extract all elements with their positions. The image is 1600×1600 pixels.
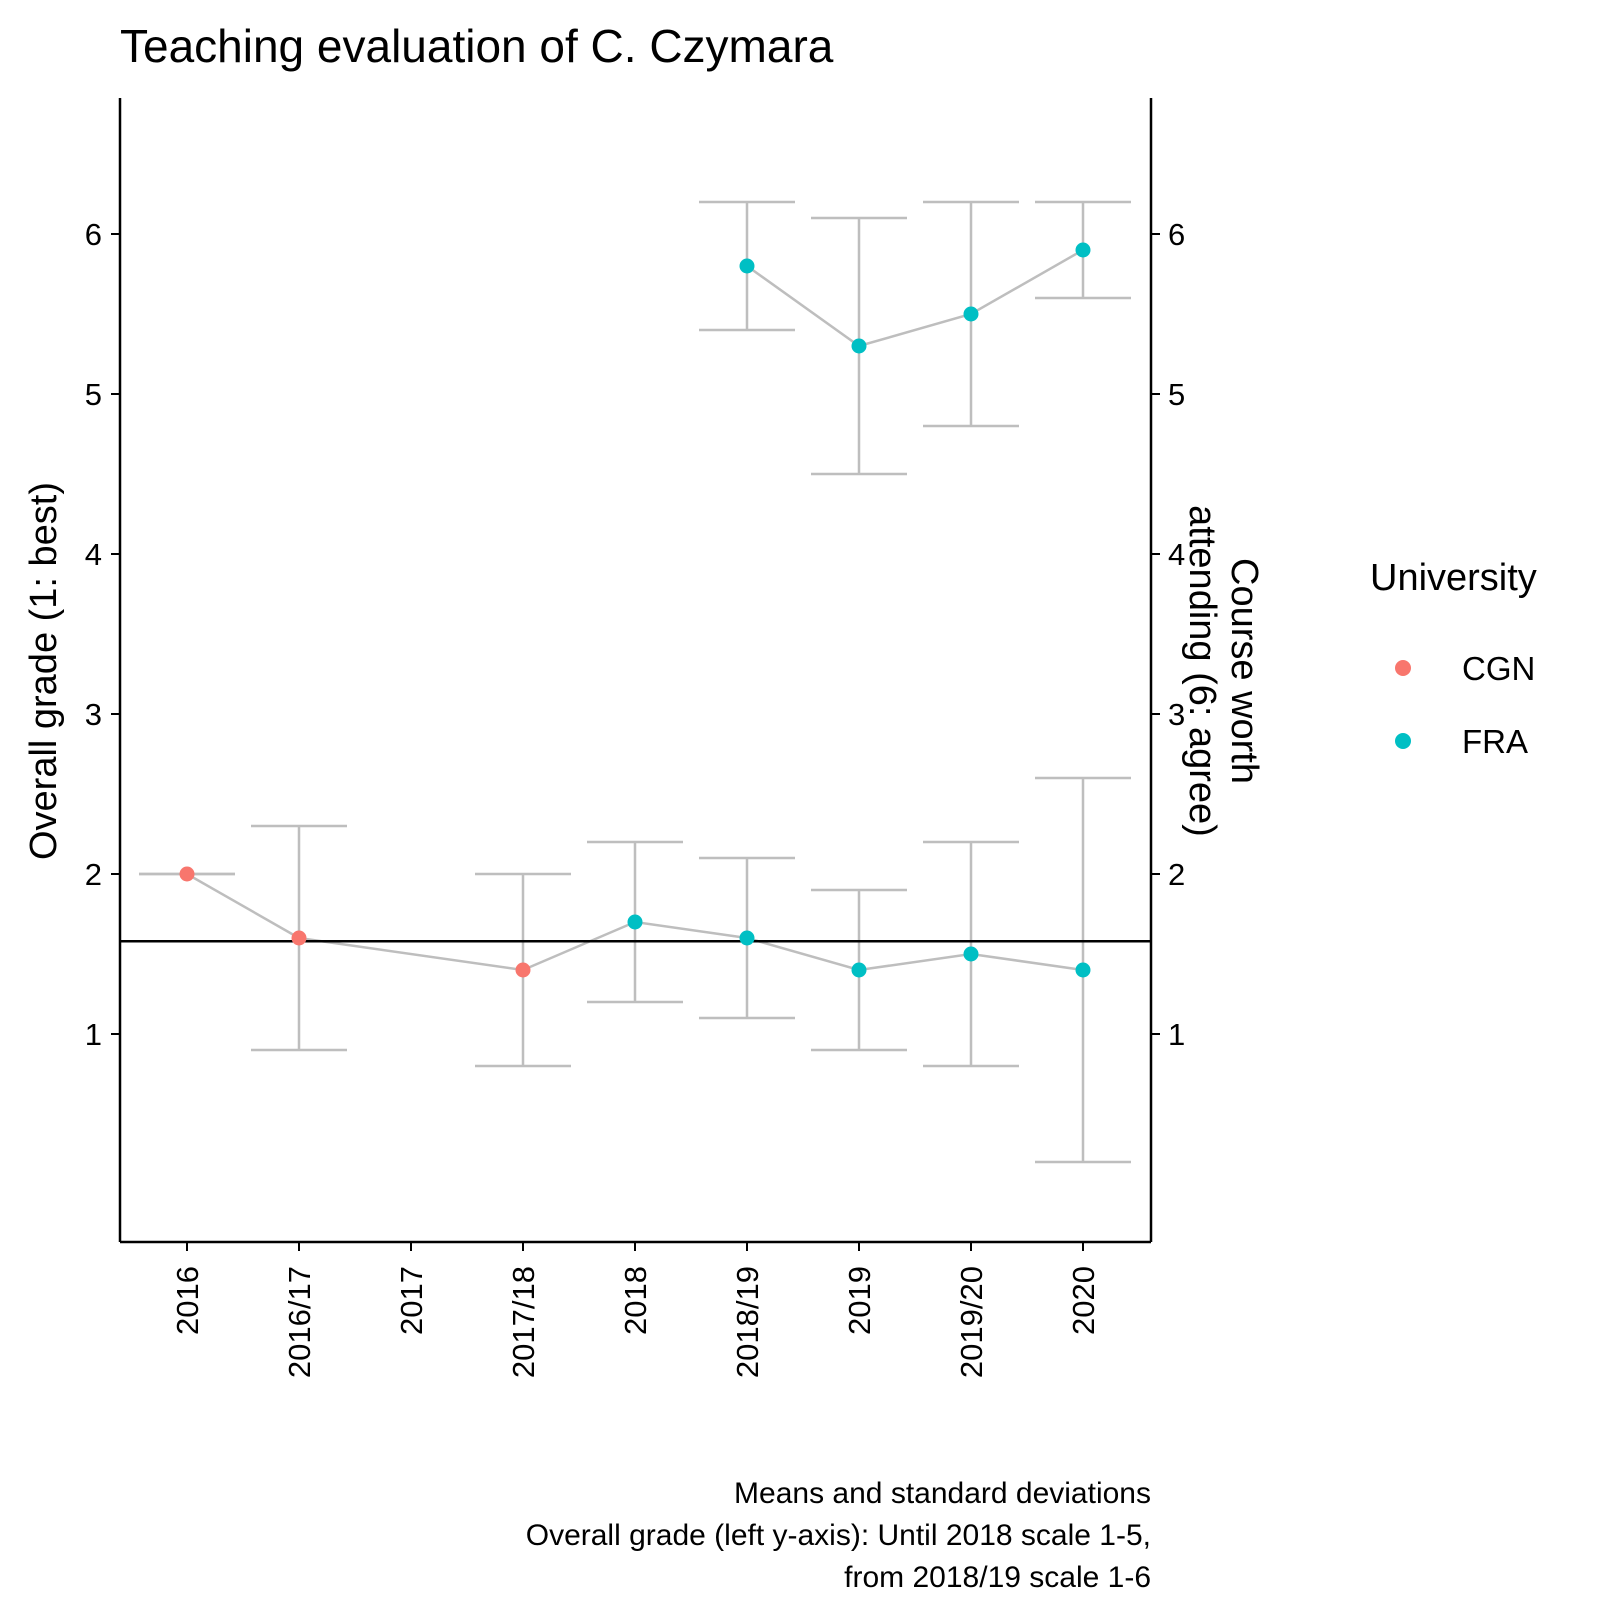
right-y-tick-label: 3 xyxy=(1168,697,1185,732)
data-point-overall_grade xyxy=(851,962,867,978)
data-point-course_worth_attending xyxy=(1075,242,1091,258)
left-y-tick-label: 6 xyxy=(85,217,102,252)
right-y-tick-label: 4 xyxy=(1168,537,1185,572)
legend-title: University xyxy=(1370,557,1537,599)
x-tick-label: 2018 xyxy=(618,1266,653,1335)
caption-line-3: from 2018/19 scale 1-6 xyxy=(844,1561,1151,1594)
chart-title: Teaching evaluation of C. Czymara xyxy=(120,20,834,72)
right-y-tick-label: 1 xyxy=(1168,1017,1185,1052)
data-point-course_worth_attending xyxy=(739,258,755,274)
right-y-tick-label: 5 xyxy=(1168,377,1185,412)
legend-label-cgn: CGN xyxy=(1462,650,1535,687)
left-y-tick-label: 1 xyxy=(85,1017,102,1052)
right-y-axis-label: Course worth attending (6: agree) xyxy=(1181,505,1265,837)
right-y-axis-label-line-1: Course worth xyxy=(1223,558,1265,784)
left-y-tick-label: 4 xyxy=(85,537,102,572)
caption-line-1: Means and standard deviations xyxy=(734,1477,1151,1510)
data-point-course_worth_attending xyxy=(963,306,979,322)
x-tick-label: 2017 xyxy=(394,1266,429,1335)
data-point-overall_grade xyxy=(1075,962,1091,978)
legend-label-fra: FRA xyxy=(1462,723,1528,760)
caption: Means and standard deviations Overall gr… xyxy=(526,1477,1151,1594)
x-tick-label: 2020 xyxy=(1066,1266,1101,1335)
left-y-axis-label: Overall grade (1: best) xyxy=(23,482,65,860)
right-y-tick-label: 6 xyxy=(1168,217,1185,252)
x-tick-label: 2017/18 xyxy=(506,1266,541,1378)
data-point-overall_grade xyxy=(627,914,643,930)
plot-area: 1 1 2 2 3 3 4 4 5 5 6 6 2016 2016/17 2017 2017/18 2018 20… xyxy=(85,98,1185,1378)
x-tick-label: 2019/20 xyxy=(954,1266,989,1378)
series-line-overall_grade xyxy=(186,872,1084,972)
x-tick-label: 2016/17 xyxy=(282,1266,317,1378)
right-y-axis-label-line-2: attending (6: agree) xyxy=(1181,505,1223,837)
legend-key-cgn xyxy=(1395,660,1411,676)
caption-line-2: Overall grade (left y-axis): Until 2018 … xyxy=(526,1519,1151,1552)
data-point-overall_grade xyxy=(739,930,755,946)
data-point-overall_grade xyxy=(291,930,307,946)
series-line-course_worth_attending xyxy=(746,248,1084,348)
data-point-overall_grade xyxy=(963,946,979,962)
legend-key-fra xyxy=(1395,733,1411,749)
left-y-tick-label: 2 xyxy=(85,857,102,892)
x-tick-label: 2018/19 xyxy=(730,1266,765,1378)
right-y-tick-label: 2 xyxy=(1168,857,1185,892)
data-point-course_worth_attending xyxy=(851,338,867,354)
x-tick-label: 2016 xyxy=(170,1266,205,1335)
legend: University CGN FRA xyxy=(1370,557,1537,760)
data-point-overall_grade xyxy=(179,866,195,882)
x-tick-label: 2019 xyxy=(842,1266,877,1335)
left-y-tick-label: 3 xyxy=(85,697,102,732)
left-y-tick-label: 5 xyxy=(85,377,102,412)
data-point-overall_grade xyxy=(515,962,531,978)
